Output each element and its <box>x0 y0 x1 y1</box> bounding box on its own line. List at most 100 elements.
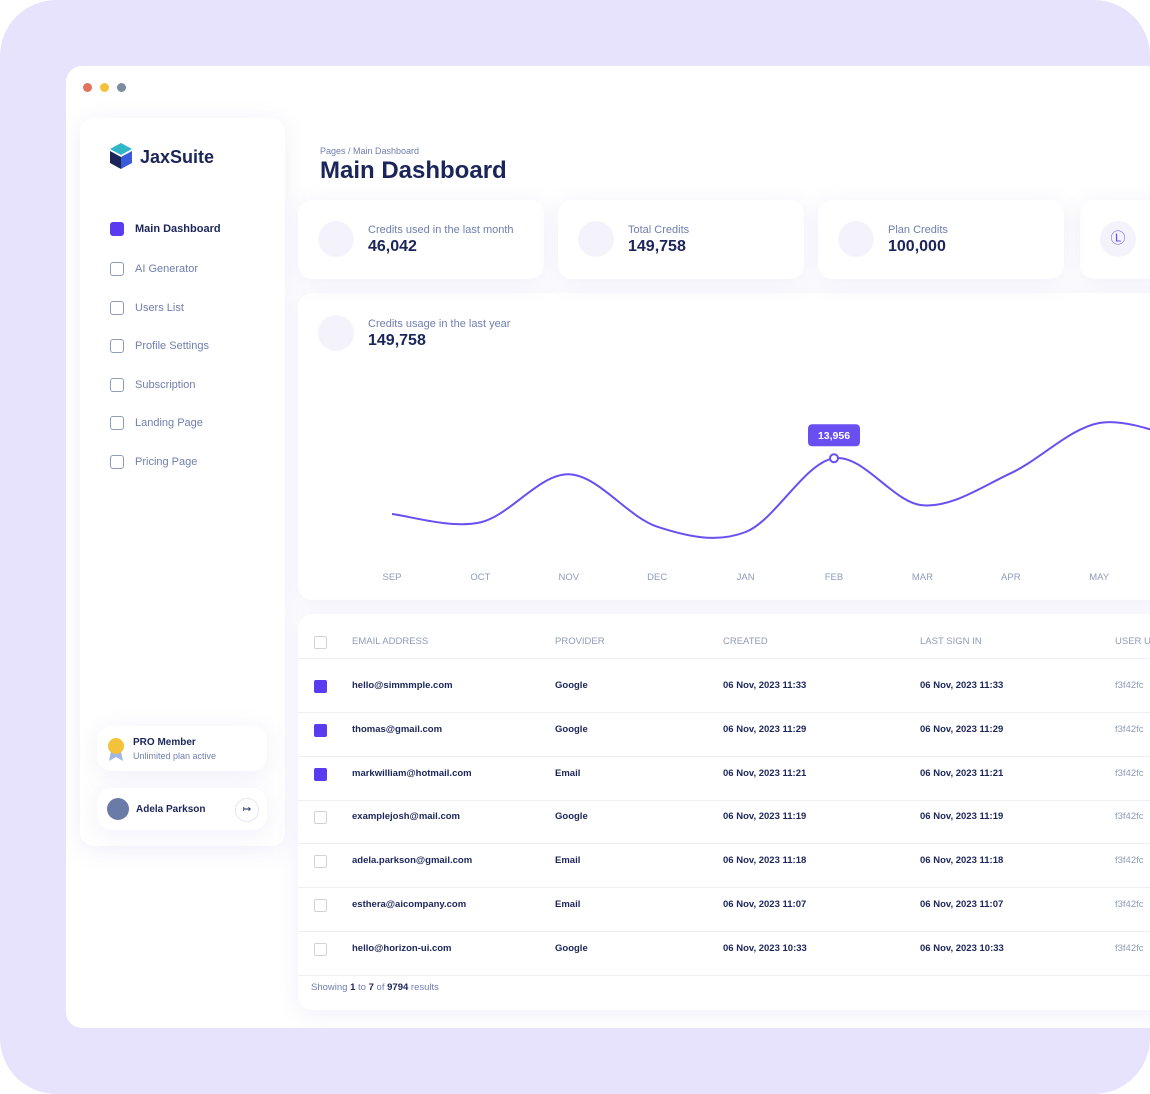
table-cell: 06 Nov, 2023 11:21 <box>920 767 1004 779</box>
table-cell: Email <box>555 899 581 910</box>
logo <box>110 143 132 169</box>
sidebar: JaxSuite PRO Member Unlimited plan activ… <box>80 118 285 846</box>
stat-card: Credits used in the last month 46,042 <box>298 200 544 279</box>
stat-value: 46,042 <box>368 238 417 255</box>
table-cell: Google <box>555 811 588 823</box>
x-tick-label: MAR <box>912 572 933 583</box>
nav-icon <box>110 262 124 276</box>
row-checkbox[interactable] <box>314 723 327 737</box>
table-cell: examplejosh@mail.com <box>352 811 460 823</box>
logout-button[interactable]: ↦ <box>235 798 259 822</box>
table-cell: 06 Nov, 2023 11:07 <box>723 899 807 910</box>
window-dot <box>100 83 109 92</box>
breadcrumb: Pages / Main Dashboard <box>320 146 420 156</box>
row-divider <box>298 887 1150 889</box>
select-all-checkbox[interactable] <box>314 636 327 649</box>
footer-text: Showing <box>311 982 348 993</box>
row-divider <box>298 658 1150 659</box>
chart-title: Credits usage in the last year <box>368 318 511 330</box>
nav-item[interactable]: AI Generator <box>135 263 198 275</box>
table-cell: Email <box>555 767 581 779</box>
pro-subtitle: Unlimited plan active <box>133 751 217 761</box>
x-tick-label: APR <box>1001 572 1021 583</box>
table-cell: f3f42fc <box>1115 723 1144 735</box>
column-header: EMAIL ADDRESS <box>352 636 429 647</box>
stat-label: Plan Credits <box>888 224 948 236</box>
nav-icon <box>110 377 124 392</box>
row-divider <box>298 712 1150 713</box>
window-dot <box>117 83 126 92</box>
table-cell: f3f42fc <box>1115 811 1144 823</box>
stat-label: Credits used in the last month <box>368 224 514 236</box>
table-cell: 06 Nov, 2023 11:33 <box>920 680 1004 691</box>
pro-title: PRO Member <box>133 737 196 748</box>
table-cell: hello@horizon-ui.com <box>352 942 452 954</box>
footer-text: results <box>410 982 439 993</box>
chart-icon <box>318 315 354 351</box>
stat-value: 100,000 <box>888 238 946 255</box>
table-cell: 06 Nov, 2023 11:18 <box>723 855 807 867</box>
chart-subtitle: 149,758 <box>368 332 426 349</box>
table-cell: f3f42fc <box>1115 899 1144 910</box>
row-divider <box>298 755 1150 757</box>
row-checkbox[interactable] <box>314 767 327 781</box>
nav-item[interactable]: Subscription <box>135 378 196 391</box>
user-name: Adela Parkson <box>136 804 206 815</box>
table-cell: 06 Nov, 2023 11:07 <box>920 899 1004 910</box>
tooltip-label: 13,956 <box>818 430 850 442</box>
table-cell: 06 Nov, 2023 11:21 <box>723 767 807 779</box>
stat-icon <box>578 221 614 257</box>
table-cell: 06 Nov, 2023 10:33 <box>920 942 1004 954</box>
stat-card: Total Credits 149,758 <box>558 200 804 279</box>
nav-item[interactable]: Pricing Page <box>135 455 198 468</box>
footer-text: 7 <box>368 982 374 993</box>
column-header: USER UI <box>1115 636 1150 647</box>
row-checkbox[interactable] <box>314 942 327 956</box>
x-tick-label: JAN <box>737 572 755 583</box>
stat-label: Total Credits <box>628 224 690 236</box>
table-cell: 06 Nov, 2023 11:19 <box>920 811 1004 823</box>
stat-icon: Ⓛ <box>1100 221 1136 257</box>
usage-line <box>391 421 1150 539</box>
nav-item[interactable]: Landing Page <box>135 417 203 429</box>
pro-icon <box>108 738 124 761</box>
row-checkbox[interactable] <box>314 855 327 869</box>
x-tick-label: SEP <box>382 572 401 583</box>
table-cell: f3f42fc <box>1115 855 1144 867</box>
table-cell: adela.parkson@gmail.com <box>352 855 473 867</box>
row-divider <box>298 931 1150 932</box>
app-window: JaxSuite PRO Member Unlimited plan activ… <box>66 66 1150 1028</box>
column-header: PROVIDER <box>555 636 605 647</box>
row-divider <box>298 974 1150 976</box>
row-divider <box>298 799 1150 801</box>
stat-card: Plan Credits 100,000 <box>818 200 1064 279</box>
x-tick-label: OCT <box>470 572 490 583</box>
x-tick-label: MAY <box>1089 572 1110 583</box>
nav-item[interactable]: Users List <box>135 301 184 314</box>
users-table: Showing 1 to 7 of 9794 results EMAIL ADD… <box>298 614 1150 1010</box>
brand: JaxSuite <box>140 147 215 167</box>
table-footer: Showing 1 to 7 of 9794 results <box>311 982 439 993</box>
x-tick-label: DEC <box>647 572 667 583</box>
row-checkbox[interactable] <box>314 899 327 912</box>
footer-text: to <box>358 982 366 993</box>
stat-card: Ⓛ <box>1080 200 1150 279</box>
user-card: Adela Parkson ↦ <box>97 788 267 830</box>
stat-value: 149,758 <box>628 238 686 255</box>
table-cell: esthera@aicompany.com <box>352 899 467 910</box>
table-cell: 06 Nov, 2023 11:19 <box>723 811 807 823</box>
nav-item[interactable]: Profile Settings <box>135 340 209 352</box>
table-cell: 06 Nov, 2023 11:29 <box>920 723 1004 735</box>
table-cell: Google <box>555 942 588 954</box>
avatar <box>107 798 129 820</box>
line-chart: SEPOCTNOVDECJANFEBMARAPRMAYJUN13,956 <box>382 421 1150 583</box>
row-checkbox[interactable] <box>314 811 327 825</box>
row-checkbox[interactable] <box>314 680 327 693</box>
nav-item[interactable]: Main Dashboard <box>135 223 221 235</box>
nav-icon <box>110 339 124 353</box>
pro-badge: PRO Member Unlimited plan active <box>97 726 267 771</box>
row-divider <box>298 843 1150 845</box>
table-cell: markwilliam@hotmail.com <box>352 767 472 779</box>
